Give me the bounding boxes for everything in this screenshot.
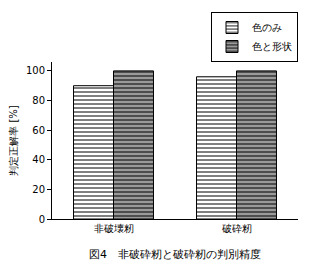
svg-text:非破壊籾: 非破壊籾 (94, 223, 134, 234)
svg-text:図4 非破砕籾と破砕籾の判別精度: 図4 非破砕籾と破砕籾の判別精度 (89, 248, 261, 261)
svg-text:色と形状: 色と形状 (252, 41, 292, 52)
svg-text:100: 100 (26, 65, 45, 76)
svg-text:判定正解率 [%]: 判定正解率 [%] (8, 105, 19, 176)
svg-text:80: 80 (32, 95, 45, 106)
svg-text:20: 20 (32, 184, 45, 195)
svg-text:40: 40 (32, 154, 45, 165)
svg-text:破砕籾: 破砕籾 (221, 223, 252, 234)
svg-text:0: 0 (39, 214, 45, 225)
svg-text:60: 60 (32, 125, 45, 136)
svg-text:色のみ: 色のみ (252, 22, 282, 33)
